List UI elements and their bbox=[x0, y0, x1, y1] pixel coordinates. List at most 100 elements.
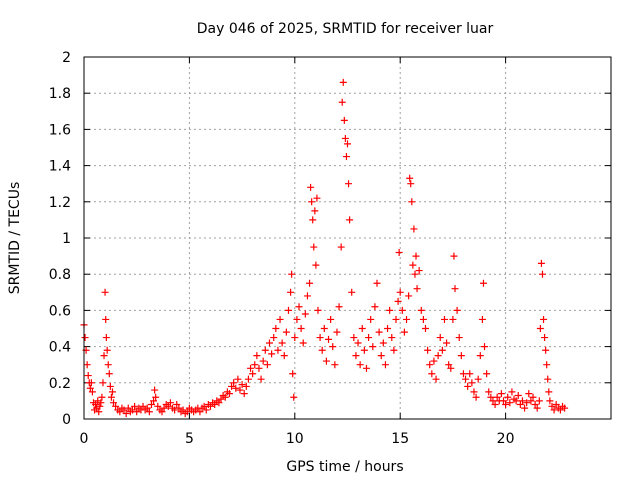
data-point bbox=[171, 406, 179, 414]
data-point bbox=[367, 315, 375, 323]
data-point bbox=[395, 248, 403, 256]
data-point bbox=[95, 408, 103, 416]
data-point bbox=[211, 401, 219, 409]
data-point bbox=[266, 339, 274, 347]
data-point bbox=[341, 134, 349, 142]
data-point bbox=[415, 267, 423, 275]
data-point bbox=[419, 315, 427, 323]
data-point bbox=[311, 207, 319, 215]
data-point bbox=[409, 261, 417, 269]
data-point bbox=[527, 397, 535, 405]
data-point bbox=[139, 402, 147, 410]
data-point bbox=[327, 315, 335, 323]
data-point bbox=[518, 397, 526, 405]
data-point bbox=[268, 350, 276, 358]
data-point bbox=[232, 384, 240, 392]
data-point bbox=[284, 306, 292, 314]
data-point bbox=[308, 198, 316, 206]
data-point bbox=[468, 379, 476, 387]
data-point bbox=[133, 408, 141, 416]
data-point bbox=[434, 352, 442, 360]
data-point bbox=[411, 270, 419, 278]
data-point bbox=[99, 379, 107, 387]
data-point bbox=[491, 401, 499, 409]
data-point bbox=[386, 306, 394, 314]
data-point bbox=[483, 370, 491, 378]
y-tick-label: 2 bbox=[62, 50, 71, 66]
data-point bbox=[390, 346, 398, 354]
y-tick-label: 1.6 bbox=[49, 122, 71, 138]
data-point bbox=[215, 399, 223, 407]
data-point bbox=[272, 325, 280, 332]
data-point bbox=[240, 390, 248, 398]
data-point bbox=[81, 334, 89, 342]
data-point bbox=[230, 379, 238, 387]
data-point bbox=[352, 352, 360, 360]
data-point bbox=[310, 243, 318, 251]
data-point bbox=[516, 401, 524, 409]
data-point bbox=[196, 408, 204, 416]
data-point bbox=[403, 315, 411, 323]
data-point bbox=[131, 402, 139, 410]
data-point bbox=[375, 328, 383, 336]
data-point bbox=[474, 375, 482, 383]
data-point bbox=[96, 402, 104, 410]
data-point bbox=[261, 346, 269, 354]
data-point bbox=[556, 406, 564, 414]
data-point bbox=[234, 375, 242, 383]
data-point bbox=[548, 402, 556, 410]
data-point bbox=[179, 406, 187, 414]
data-point bbox=[217, 395, 225, 403]
data-point bbox=[424, 346, 432, 354]
data-point bbox=[346, 216, 354, 224]
data-point bbox=[120, 406, 128, 414]
data-point bbox=[536, 325, 544, 332]
data-point bbox=[86, 384, 94, 392]
data-point bbox=[313, 194, 321, 202]
data-point bbox=[546, 397, 554, 405]
data-point bbox=[200, 402, 208, 410]
data-point bbox=[371, 303, 379, 311]
data-point bbox=[432, 375, 440, 383]
data-point bbox=[84, 372, 92, 380]
data-point bbox=[396, 288, 404, 296]
data-point bbox=[485, 388, 493, 396]
data-point bbox=[373, 279, 381, 287]
data-point bbox=[345, 180, 353, 188]
data-point bbox=[247, 364, 255, 372]
data-point bbox=[116, 408, 124, 416]
data-point bbox=[297, 325, 305, 332]
data-point bbox=[479, 279, 487, 287]
data-point bbox=[112, 402, 120, 410]
data-point bbox=[430, 357, 438, 365]
data-point bbox=[238, 381, 246, 389]
data-point bbox=[274, 346, 282, 354]
data-point bbox=[493, 393, 501, 401]
data-point bbox=[476, 352, 484, 360]
data-point bbox=[561, 404, 569, 412]
data-point bbox=[151, 386, 159, 394]
data-point bbox=[447, 364, 455, 372]
data-point bbox=[280, 352, 288, 360]
y-tick-label: 1.8 bbox=[49, 86, 71, 102]
data-point bbox=[331, 361, 339, 369]
data-point bbox=[464, 382, 472, 390]
data-point bbox=[350, 334, 358, 342]
data-point bbox=[388, 334, 396, 342]
data-point bbox=[87, 379, 95, 387]
data-point bbox=[107, 393, 115, 401]
data-point bbox=[88, 388, 96, 396]
data-point bbox=[307, 183, 315, 191]
data-point bbox=[400, 328, 408, 336]
data-point bbox=[544, 375, 552, 383]
data-point bbox=[278, 339, 286, 347]
data-point bbox=[344, 140, 351, 148]
data-point bbox=[83, 361, 91, 369]
data-point bbox=[466, 370, 474, 378]
data-point bbox=[299, 339, 307, 347]
data-point bbox=[339, 78, 347, 86]
data-point bbox=[407, 180, 415, 188]
y-tick-label: 1.2 bbox=[49, 195, 71, 211]
data-point bbox=[487, 393, 495, 401]
data-point bbox=[531, 401, 539, 409]
